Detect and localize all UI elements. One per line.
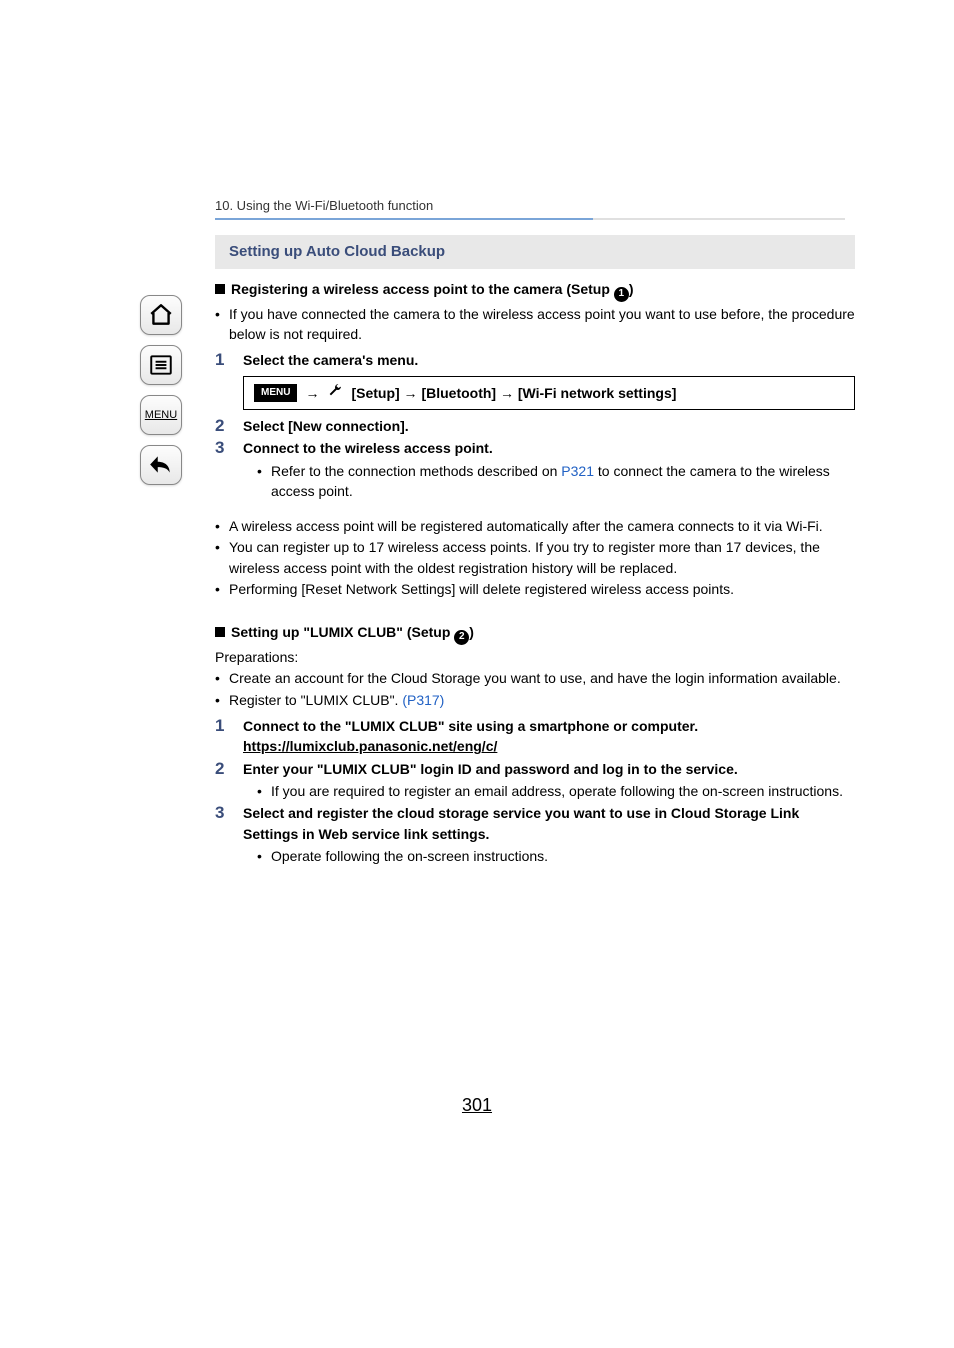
arrow-icon: → <box>305 383 319 403</box>
part1-step2: 2 Select [New connection]. <box>215 416 855 436</box>
main-content: Setting up Auto Cloud Backup Registering… <box>215 235 855 868</box>
step-badge-2: 2 <box>454 630 469 645</box>
wrench-icon <box>327 382 343 403</box>
preparations-label: Preparations: <box>215 647 855 667</box>
menu-badge-icon: MENU <box>254 384 297 403</box>
lumix-club-url[interactable]: https://lumixclub.panasonic.net/eng/c/ <box>243 736 855 756</box>
step-label: Select and register the cloud storage se… <box>243 803 855 844</box>
home-icon <box>148 302 174 328</box>
part2-step3: 3 Select and register the cloud storage … <box>215 803 855 844</box>
step-label: Select [New connection]. <box>243 416 855 436</box>
part2-step1: 1 Connect to the "LUMIX CLUB" site using… <box>215 716 855 757</box>
home-button[interactable] <box>140 295 182 335</box>
back-icon <box>148 452 174 478</box>
menu-button[interactable]: MENU <box>140 395 182 435</box>
part2-step3-sub: • Operate following the on-screen instru… <box>257 846 855 866</box>
part1-step1: 1 Select the camera's menu. <box>215 350 855 370</box>
step-label: Select the camera's menu. <box>243 350 855 370</box>
part1-step3: 3 Connect to the wireless access point. <box>215 438 855 458</box>
link-p321[interactable]: P321 <box>561 463 594 479</box>
part1-intro: • If you have connected the camera to th… <box>215 304 855 345</box>
square-bullet-icon <box>215 284 225 294</box>
part1-heading: Registering a wireless access point to t… <box>215 279 855 302</box>
sidebar-nav: MENU <box>140 295 186 485</box>
toc-button[interactable] <box>140 345 182 385</box>
note-item: • A wireless access point will be regist… <box>215 516 855 536</box>
menu-button-label: MENU <box>145 409 177 421</box>
chapter-header: 10. Using the Wi-Fi/Bluetooth function <box>215 198 433 213</box>
step-label: Connect to the "LUMIX CLUB" site using a… <box>243 716 855 736</box>
part1-step3-sub: • Refer to the connection methods descri… <box>257 461 855 502</box>
link-p317[interactable]: (P317) <box>402 692 444 708</box>
menu-path-box: MENU → [Setup] → [Bluetooth] → [Wi-Fi ne… <box>243 376 855 409</box>
part2-heading: Setting up "LUMIX CLUB" (Setup 2) <box>215 622 855 645</box>
page-number: 301 <box>0 1095 954 1116</box>
prep-item: • Register to "LUMIX CLUB". (P317) <box>215 690 855 710</box>
header-rule <box>215 218 845 220</box>
square-bullet-icon <box>215 627 225 637</box>
step-label: Connect to the wireless access point. <box>243 438 855 458</box>
toc-icon <box>148 352 174 378</box>
step-label: Enter your "LUMIX CLUB" login ID and pas… <box>243 759 855 779</box>
part2-step2: 2 Enter your "LUMIX CLUB" login ID and p… <box>215 759 855 779</box>
section-title: Setting up Auto Cloud Backup <box>215 235 855 269</box>
note-item: • You can register up to 17 wireless acc… <box>215 537 855 578</box>
part2-step2-sub: • If you are required to register an ema… <box>257 781 855 801</box>
back-button[interactable] <box>140 445 182 485</box>
note-item: • Performing [Reset Network Settings] wi… <box>215 579 855 599</box>
menu-path: [Setup] → [Bluetooth] → [Wi-Fi network s… <box>351 383 676 403</box>
step-badge-1: 1 <box>614 287 629 302</box>
prep-item: • Create an account for the Cloud Storag… <box>215 668 855 688</box>
